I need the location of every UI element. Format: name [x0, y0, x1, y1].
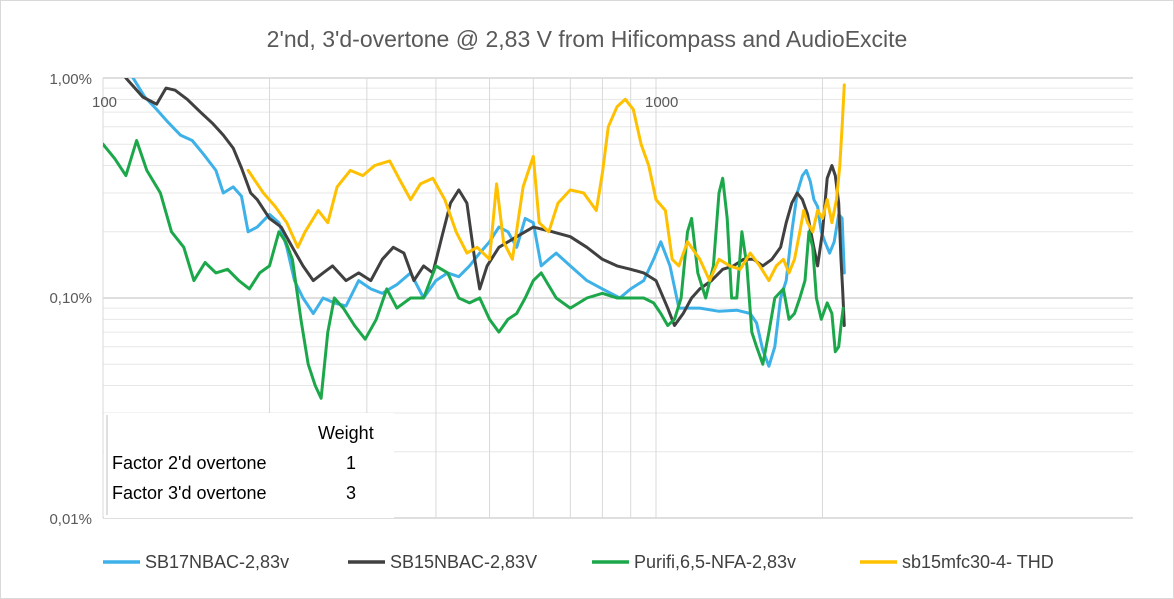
weight-table-row-value: 3 — [346, 483, 356, 503]
series-layer — [103, 78, 846, 400]
legend-item: Purifi,6,5-NFA-2,83v — [592, 552, 796, 572]
legend-label: SB15NBAC-2,83V — [390, 552, 537, 572]
x-tick-label: 100 — [92, 94, 117, 111]
y-tick-label: 0,10% — [49, 290, 92, 307]
y-tick-label: 1,00% — [49, 71, 92, 88]
weight-table-row-value: 1 — [346, 453, 356, 473]
series-line — [124, 78, 846, 327]
weight-table-row-label: Factor 3'd overtone — [112, 483, 267, 503]
weight-table-header: Weight — [318, 423, 374, 443]
axis-labels: 1,00% 0,10% 0,01% 100 1000 — [49, 71, 678, 528]
legend-label: SB17NBAC-2,83v — [145, 552, 289, 572]
x-tick-label: 1000 — [645, 94, 678, 111]
weight-table: Weight Factor 2'd overtone 1 Factor 3'd … — [104, 413, 394, 518]
legend-item: SB17NBAC-2,83v — [103, 552, 289, 572]
series-line — [131, 78, 846, 368]
series-line — [103, 139, 845, 400]
legend-label: sb15mfc30-4- THD — [902, 552, 1054, 572]
legend-label: Purifi,6,5-NFA-2,83v — [634, 552, 796, 572]
legend-item: SB15NBAC-2,83V — [348, 552, 537, 572]
series-line — [246, 83, 846, 283]
y-tick-label: 0,01% — [49, 511, 92, 528]
weight-table-row-label: Factor 2'd overtone — [112, 453, 267, 473]
chart-title: 2'nd, 3'd-overtone @ 2,83 V from Hificom… — [267, 26, 908, 52]
legend-item: sb15mfc30-4- THD — [860, 552, 1054, 572]
legend: SB17NBAC-2,83v SB15NBAC-2,83V Purifi,6,5… — [103, 552, 1054, 572]
weight-table-background — [104, 413, 394, 518]
